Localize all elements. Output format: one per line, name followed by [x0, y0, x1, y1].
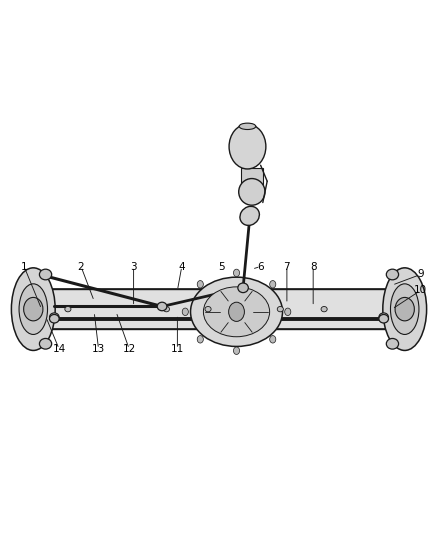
Text: 12: 12 [123, 344, 136, 354]
Circle shape [229, 302, 244, 321]
Text: 4: 4 [178, 262, 185, 271]
Text: 3: 3 [130, 262, 137, 271]
Text: 5: 5 [218, 262, 225, 271]
Ellipse shape [238, 283, 248, 293]
Circle shape [24, 297, 43, 321]
Ellipse shape [157, 302, 167, 311]
Circle shape [182, 308, 188, 316]
Text: 8: 8 [310, 262, 317, 271]
Ellipse shape [49, 313, 59, 321]
Text: 7: 7 [283, 262, 290, 271]
Circle shape [197, 280, 203, 288]
Circle shape [197, 336, 203, 343]
Ellipse shape [239, 123, 256, 130]
Circle shape [233, 269, 240, 277]
Circle shape [233, 347, 240, 354]
Text: 14: 14 [53, 344, 66, 354]
Ellipse shape [277, 306, 283, 312]
Ellipse shape [321, 306, 327, 312]
Ellipse shape [65, 306, 71, 312]
Circle shape [395, 297, 414, 321]
Polygon shape [39, 289, 403, 329]
Ellipse shape [205, 306, 211, 312]
Ellipse shape [49, 314, 59, 323]
Text: 2: 2 [78, 262, 85, 271]
Ellipse shape [11, 268, 55, 351]
Text: 6: 6 [257, 262, 264, 271]
Ellipse shape [239, 179, 265, 205]
Text: 1: 1 [21, 262, 28, 271]
Circle shape [285, 308, 291, 316]
Ellipse shape [203, 287, 270, 337]
Text: 11: 11 [171, 344, 184, 354]
FancyBboxPatch shape [241, 168, 263, 192]
Text: 9: 9 [417, 270, 424, 279]
Circle shape [270, 336, 276, 343]
Ellipse shape [163, 306, 170, 312]
Ellipse shape [191, 277, 283, 346]
Ellipse shape [386, 338, 399, 349]
Ellipse shape [39, 338, 52, 349]
Ellipse shape [240, 206, 259, 225]
Ellipse shape [39, 269, 52, 280]
Ellipse shape [379, 313, 389, 321]
Circle shape [270, 280, 276, 288]
Ellipse shape [19, 284, 47, 335]
Ellipse shape [379, 314, 389, 323]
Text: 13: 13 [92, 344, 105, 354]
Ellipse shape [383, 268, 427, 351]
Ellipse shape [386, 269, 399, 280]
Circle shape [229, 124, 266, 169]
Text: 10: 10 [414, 286, 427, 295]
Ellipse shape [391, 284, 419, 335]
